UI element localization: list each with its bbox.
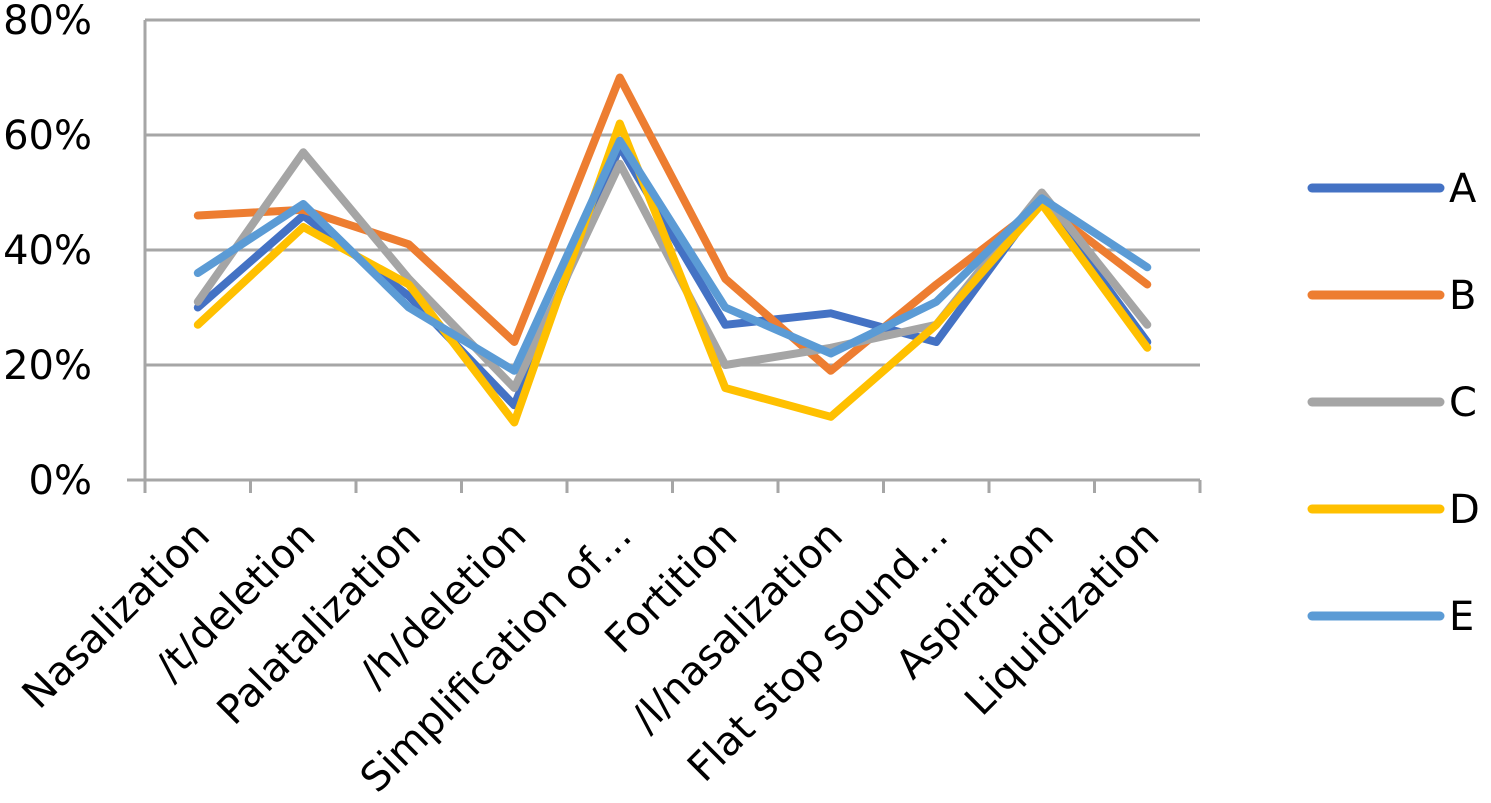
data-point — [513, 370, 515, 372]
data-point — [724, 307, 726, 308]
legend-label: D — [1449, 487, 1480, 533]
legend-item: E — [1307, 594, 1474, 640]
data-point — [619, 123, 621, 124]
data-point — [302, 151, 304, 153]
data-point — [302, 215, 304, 216]
legend: A B C D E — [1307, 166, 1480, 640]
legend-item: D — [1307, 487, 1480, 533]
data-point — [1146, 347, 1148, 349]
data-point — [724, 324, 726, 326]
data-point — [935, 284, 937, 285]
legend-item: C — [1307, 380, 1477, 426]
data-point — [1146, 324, 1148, 326]
data-point — [830, 370, 832, 372]
data-point — [513, 422, 515, 423]
legend-item: A — [1307, 166, 1477, 212]
legend-label: B — [1449, 273, 1476, 319]
legend-label: A — [1449, 166, 1477, 212]
data-point — [619, 77, 621, 78]
y-axis: 0% 20% 40% 60% 80% — [3, 0, 92, 504]
data-point — [408, 278, 410, 280]
data-point — [724, 364, 726, 366]
legend-item: B — [1307, 273, 1476, 319]
data-point — [935, 324, 937, 326]
data-point — [1146, 266, 1148, 268]
data-point — [724, 278, 726, 280]
data-point — [830, 347, 832, 349]
data-point — [935, 341, 937, 343]
data-point — [1041, 192, 1043, 193]
data-point — [830, 416, 832, 418]
data-point — [408, 307, 410, 308]
y-tick-label: 40% — [3, 228, 92, 274]
data-point — [197, 301, 199, 303]
data-point — [513, 404, 515, 406]
data-point — [408, 284, 410, 285]
data-point — [302, 203, 304, 205]
data-point — [1146, 284, 1148, 285]
x-axis: Nasalization/t/deletionPalatalization/h/… — [14, 478, 1202, 802]
legend-label: C — [1449, 380, 1477, 426]
legend-label: E — [1449, 594, 1474, 640]
data-point — [197, 324, 199, 326]
series-line-c — [193, 148, 1152, 392]
y-tick-label: 60% — [3, 113, 92, 159]
data-point — [724, 387, 726, 389]
data-point — [302, 226, 304, 228]
data-point — [408, 295, 410, 297]
data-point — [619, 140, 621, 142]
data-point — [513, 341, 515, 343]
plot-area — [193, 73, 1152, 427]
data-point — [1041, 197, 1043, 199]
data-point — [935, 301, 937, 303]
y-tick-label: 0% — [29, 458, 92, 504]
data-point — [197, 215, 199, 216]
data-point — [408, 243, 410, 245]
data-point — [197, 307, 199, 308]
grid-layer — [143, 18, 1200, 480]
data-point — [513, 387, 515, 389]
data-point — [197, 272, 199, 274]
y-tick-label: 80% — [3, 0, 92, 44]
data-point — [830, 353, 832, 354]
series-line-e — [193, 136, 1152, 375]
data-point — [619, 163, 621, 165]
y-tick-label: 20% — [3, 343, 92, 389]
data-point — [830, 312, 832, 314]
series-line-b — [193, 73, 1152, 375]
